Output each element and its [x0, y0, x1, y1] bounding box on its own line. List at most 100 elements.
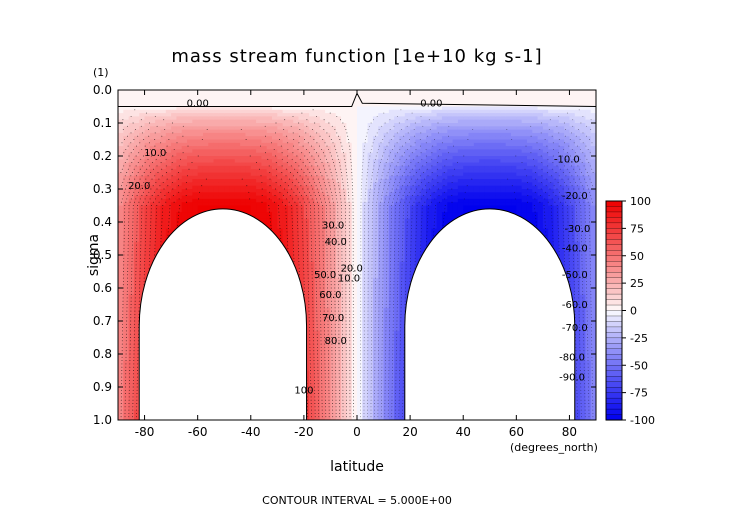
- x-tick-label: 40: [456, 425, 471, 439]
- contour-label: -90.0: [559, 372, 585, 383]
- contour-label: 10.0: [144, 148, 166, 159]
- contour-label: 20.0: [128, 181, 150, 192]
- contour-label: 70.0: [322, 313, 344, 324]
- colorbar-band: [605, 239, 623, 246]
- colorbar-band: [605, 293, 623, 301]
- x-tick-label: 60: [509, 425, 524, 439]
- y-tick-label: 0.8: [93, 347, 112, 361]
- y-tick-label: 0.7: [93, 314, 112, 328]
- plot-area: 0.00 0.000.00 0.000.0010.020.030.040.050.0…: [118, 82, 596, 420]
- colorbar-band: [605, 354, 623, 361]
- colorbar-band: [605, 250, 623, 257]
- contour-label: 80.0: [325, 336, 347, 347]
- colorbar-band: [605, 315, 623, 323]
- colorbar-band: [605, 321, 623, 328]
- contour-label: 0.00: [139, 82, 161, 93]
- colorbar-tick-label: -25: [630, 332, 648, 345]
- colorbar-band: [605, 359, 623, 366]
- chart-title: mass stream function [1e+10 kg s-1]: [171, 46, 542, 67]
- colorbar: 100 75 50 25 0 -25 -50 -75 -100: [605, 195, 655, 427]
- colorbar-band: [605, 408, 623, 416]
- colorbar-band: [605, 255, 623, 262]
- colorbar-band: [605, 370, 623, 377]
- colorbar-band: [605, 397, 623, 405]
- colorbar-band: [605, 228, 623, 235]
- colorbar-band: [605, 200, 623, 208]
- y-tick-label: 0.6: [93, 281, 112, 295]
- colorbar-tick-label: 75: [630, 222, 644, 235]
- colorbar-band: [605, 403, 623, 410]
- colorbar-band: [605, 206, 623, 213]
- y-tick-label: 0.9: [93, 380, 112, 394]
- missing-data-region: [138, 208, 308, 420]
- colorbar-tick-label: 25: [630, 277, 644, 290]
- y-tick-label: 0.0: [93, 83, 112, 97]
- colorbar-band: [605, 310, 623, 317]
- x-tick-label: 80: [562, 425, 577, 439]
- contour-label: 0.00: [516, 82, 538, 93]
- colorbar-band: [605, 211, 623, 218]
- x-axis-label: latitude: [330, 459, 384, 475]
- contour-label: 60.0: [319, 290, 341, 301]
- contour-interval-note: CONTOUR INTERVAL = 5.000E+00: [262, 494, 452, 507]
- colorbar-tick-label: -75: [630, 387, 648, 400]
- colorbar-band: [605, 277, 623, 284]
- colorbar-band: [605, 332, 623, 339]
- colorbar-band: [605, 392, 623, 399]
- x-tick-label: -60: [188, 425, 208, 439]
- colorbar-band: [605, 282, 623, 290]
- contour-label: -60.0: [562, 300, 588, 311]
- colorbar-band: [605, 244, 623, 251]
- contour-label: 0.00: [200, 82, 222, 93]
- colorbar-band: [605, 222, 623, 229]
- x-units-label: (degrees_north): [510, 441, 598, 454]
- y-units-label: (1): [93, 66, 109, 79]
- contour-label: 10.0: [338, 273, 360, 284]
- contour-label: 30.0: [322, 221, 344, 232]
- contour-label: -50.0: [562, 270, 588, 281]
- colorbar-tick-label: 0: [630, 305, 637, 318]
- contour-label: 100: [294, 386, 313, 397]
- colorbar-band: [605, 261, 623, 268]
- contour-label: -40.0: [562, 244, 588, 255]
- contour-label: -10.0: [554, 155, 580, 166]
- x-tick-label: 20: [402, 425, 417, 439]
- colorbar-band: [605, 348, 623, 355]
- x-tick-label: -20: [294, 425, 314, 439]
- colorbar-band: [605, 272, 623, 279]
- contour-label: 50.0: [314, 270, 336, 281]
- colorbar-band: [605, 304, 623, 312]
- colorbar-band: [605, 326, 623, 333]
- missing-data-region: [404, 208, 576, 420]
- contour-label: 0.00: [420, 99, 442, 110]
- contour-label: -30.0: [564, 224, 590, 235]
- colorbar-band: [605, 266, 623, 273]
- colorbar-band: [605, 381, 623, 388]
- x-tick-label: -80: [135, 425, 155, 439]
- x-tick-label: -40: [241, 425, 261, 439]
- contour-label: -20.0: [562, 191, 588, 202]
- contour-label: -70.0: [562, 323, 588, 334]
- colorbar-band: [605, 288, 623, 295]
- colorbar-band: [605, 386, 623, 394]
- x-tick-label: 0: [353, 425, 361, 439]
- colorbar-band: [605, 376, 623, 383]
- colorbar-band: [605, 217, 623, 224]
- colorbar-tick-label: -100: [630, 414, 655, 427]
- contour-label: 40.0: [325, 237, 347, 248]
- contour-label: 0.00: [187, 99, 209, 110]
- colorbar-band: [605, 343, 623, 350]
- colorbar-tick-label: 50: [630, 250, 644, 263]
- colorbar-band: [605, 365, 623, 372]
- y-tick-label: 0.3: [93, 182, 112, 196]
- colorbar-band: [605, 233, 623, 240]
- y-tick-label: 1.0: [93, 413, 112, 427]
- y-tick-label: 0.2: [93, 149, 112, 163]
- y-tick-label: 0.4: [93, 215, 112, 229]
- contour-label: -80.0: [559, 353, 585, 364]
- colorbar-band: [605, 299, 623, 306]
- contour-label: 20.0: [341, 264, 363, 275]
- colorbar-tick-label: -50: [630, 359, 648, 372]
- y-axis-label: sigma: [86, 234, 102, 276]
